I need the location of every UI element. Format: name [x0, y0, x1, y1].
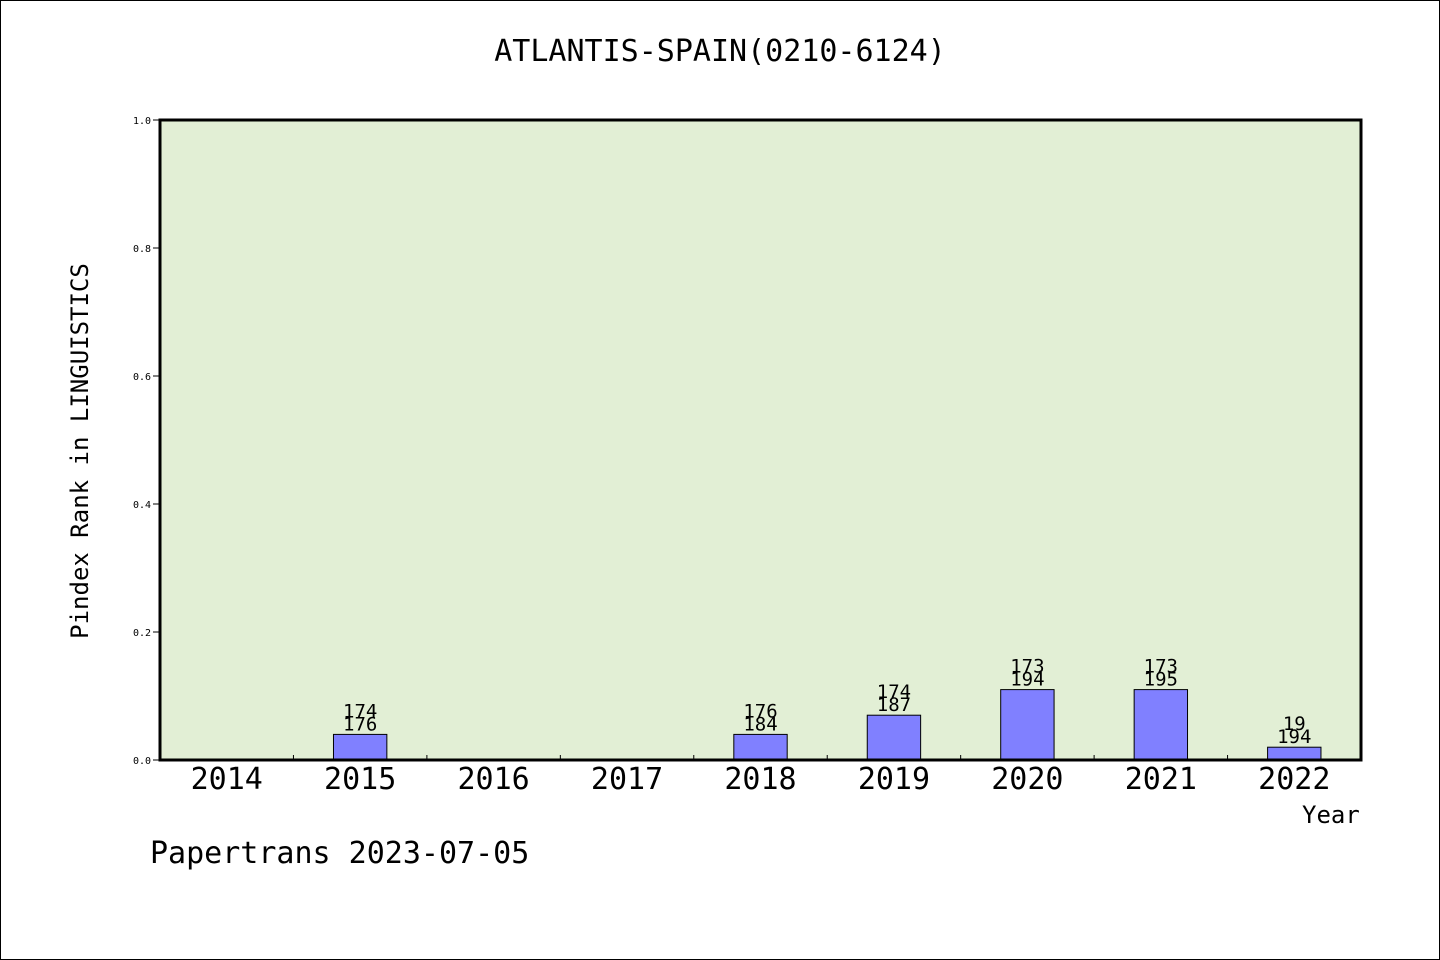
bar	[332, 733, 388, 761]
plot-area	[160, 120, 1361, 760]
y-tick-label: 0.6	[133, 372, 151, 383]
y-tick-label: 1.0	[133, 116, 151, 127]
x-tick-label: 2019	[858, 762, 930, 797]
plot-border	[158, 118, 1363, 762]
bar-label-bottom: 176	[343, 713, 377, 735]
x-axis-label: Year	[1302, 801, 1360, 829]
bar-label-bottom: 194	[1010, 669, 1044, 691]
y-tick-label: 0.2	[133, 628, 151, 639]
bar-label-top: 174	[877, 681, 911, 703]
bar-label-top: 174	[343, 700, 377, 722]
x-tick-label: 2015	[324, 762, 396, 797]
x-tick-label: 2017	[591, 762, 663, 797]
x-tick-label: 2021	[1125, 762, 1197, 797]
bar	[1267, 746, 1322, 761]
chart-title: ATLANTIS-SPAIN(0210-6124)	[494, 34, 946, 69]
x-tick-label: 2020	[991, 762, 1063, 797]
bar-label-top: 173	[1144, 656, 1178, 678]
bar	[866, 714, 922, 761]
bar-label-top: 176	[743, 700, 777, 722]
bar-label-bottom: 187	[877, 694, 911, 716]
bar-label-bottom: 194	[1277, 726, 1311, 748]
y-tick-label: 0.4	[133, 500, 151, 511]
bar	[1133, 689, 1189, 761]
x-tick-label: 2022	[1258, 762, 1330, 797]
bar	[1000, 689, 1055, 761]
x-tick-label: 2018	[724, 762, 796, 797]
y-tick-label: 0.0	[133, 756, 151, 767]
x-tick-label: 2014	[191, 762, 263, 797]
bar-label-top: 19	[1283, 713, 1306, 735]
bar-label-top: 173	[1010, 656, 1044, 678]
x-tick-label: 2016	[457, 762, 529, 797]
footer-source: Papertrans 2023-07-05	[150, 836, 530, 871]
bar-label-bottom: 184	[743, 713, 777, 735]
y-tick-label: 0.8	[133, 244, 151, 255]
bar-label-bottom: 195	[1144, 669, 1178, 691]
bar	[733, 733, 788, 761]
